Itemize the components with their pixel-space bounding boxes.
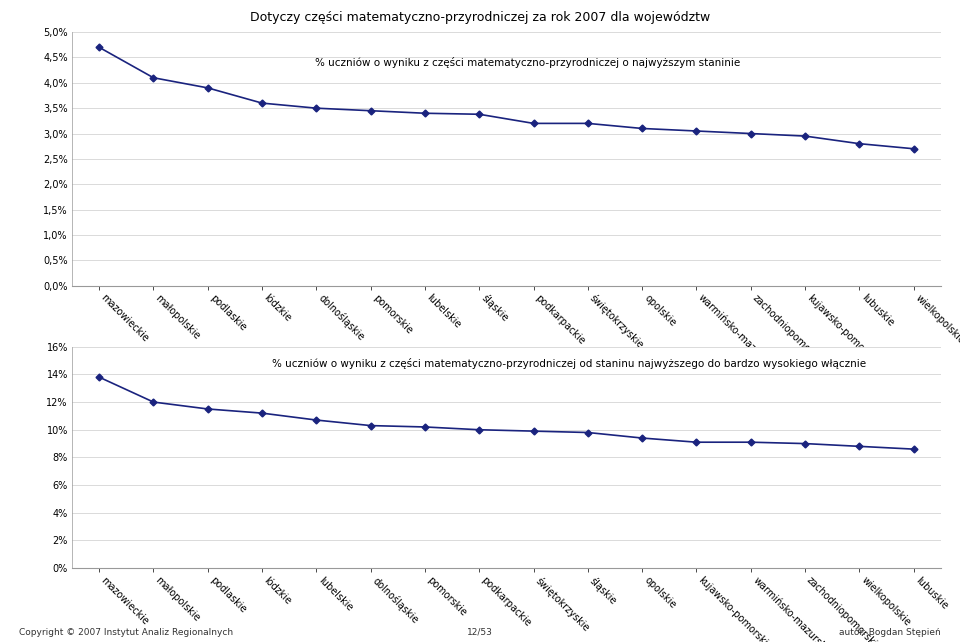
Text: Copyright © 2007 Instytut Analiz Regionalnych: Copyright © 2007 Instytut Analiz Regiona… bbox=[19, 628, 233, 637]
Text: Dotyczy części matematyczno-przyrodniczej za rok 2007 dla województw: Dotyczy części matematyczno-przyrodnicze… bbox=[250, 11, 710, 24]
Text: autor: Bogdan Stępień: autor: Bogdan Stępień bbox=[839, 628, 941, 637]
Text: 12/53: 12/53 bbox=[468, 628, 492, 637]
Text: % uczniów o wyniku z części matematyczno-przyrodniczej o najwyższym staninie: % uczniów o wyniku z części matematyczno… bbox=[315, 57, 740, 69]
Text: % uczniów o wyniku z części matematyczno-przyrodniczej od staninu najwyższego do: % uczniów o wyniku z części matematyczno… bbox=[272, 358, 866, 369]
